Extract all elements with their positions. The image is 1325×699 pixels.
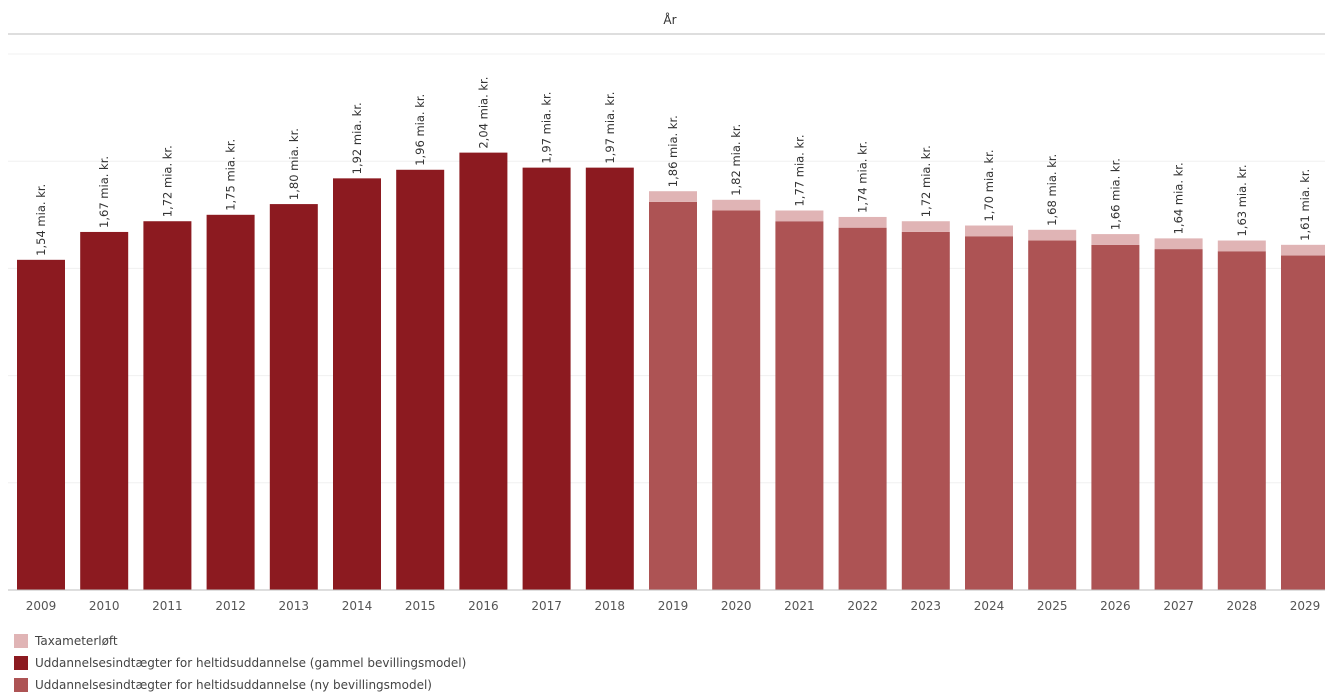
x-axis-ticks: 2009 2010 2011 2012 2013 2014 2015 2016 2017 2018… [26,599,1321,613]
x-tick-2022: 2022 [847,599,878,613]
x-tick-2012: 2012 [215,599,246,613]
data-label-2022: 1,74 mia. kr. [856,141,870,213]
data-label-2019: 1,86 mia. kr. [666,115,680,187]
legend-label: Taxameterløft [35,634,118,648]
legend-item-2: Uddannelsesindtægter for heltidsuddannel… [14,652,466,674]
bar-segment-2028-series-2 [1217,251,1266,591]
data-label-2009: 1,54 mia. kr. [34,184,48,256]
bar-segment-2011-series-1 [143,221,192,590]
x-tick-2015: 2015 [405,599,436,613]
data-label-2027: 1,64 mia. kr. [1172,162,1186,234]
data-label-2013: 1,80 mia. kr. [287,128,301,200]
bar-segment-2024-series-3 [965,225,1013,237]
bar-segment-2010-series-1 [80,231,129,590]
bar-segment-2029-series-2 [1281,255,1325,590]
x-tick-2016: 2016 [468,599,499,613]
bar-segment-2012-series-1 [206,214,255,591]
data-label-2018: 1,97 mia. kr. [603,92,617,164]
bar-segment-2014-series-1 [333,178,381,591]
bars [17,152,1325,591]
legend-label: Uddannelsesindtægter for heltidsuddannel… [35,678,432,692]
bar-segment-2022-series-3 [838,216,887,228]
legend: Taxameterløft Uddannelsesindtægter for he… [14,630,466,696]
data-label-2011: 1,72 mia. kr. [160,145,174,217]
data-label-2021: 1,77 mia. kr. [792,134,806,206]
data-label-2010: 1,67 mia. kr. [97,156,111,228]
legend-item-1: Taxameterløft [14,630,466,652]
bar-segment-2019-series-3 [649,191,697,202]
bar-chart: År 1,54 mia. kr. 1,67 mia. kr. 1,72 mia. k… [8,12,1325,613]
bar-segment-2020-series-2 [712,210,761,590]
data-label-2028: 1,63 mia. kr. [1235,165,1249,237]
x-tick-2019: 2019 [658,599,689,613]
x-tick-2009: 2009 [26,599,57,613]
x-tick-2013: 2013 [279,599,310,613]
x-tick-2023: 2023 [911,599,942,613]
legend-swatch [14,656,28,670]
bar-segment-2027-series-2 [1154,249,1203,590]
x-tick-2018: 2018 [595,599,626,613]
bar-segment-2024-series-2 [965,236,1013,591]
x-tick-2011: 2011 [152,599,183,613]
bar-segment-2027-series-3 [1154,238,1203,250]
bar-segment-2022-series-2 [838,227,887,590]
x-tick-2026: 2026 [1100,599,1131,613]
legend-label: Uddannelsesindtægter for heltidsuddannel… [35,656,467,670]
data-label-2012: 1,75 mia. kr. [224,139,238,211]
data-label-2016: 2,04 mia. kr. [476,77,490,149]
bar-segment-2025-series-2 [1028,240,1077,590]
x-tick-2024: 2024 [974,599,1005,613]
bar-segment-2015-series-1 [396,169,445,590]
data-label-2020: 1,82 mia. kr. [729,124,743,196]
x-tick-2020: 2020 [721,599,752,613]
data-label-2025: 1,68 mia. kr. [1045,154,1059,226]
bar-segment-2029-series-3 [1281,244,1325,256]
bar-segment-2020-series-3 [712,199,761,211]
bar-segment-2016-series-1 [459,152,508,590]
bar-segment-2025-series-3 [1028,229,1077,241]
bar-segment-2013-series-1 [269,204,318,590]
bar-segment-2021-series-2 [775,221,824,590]
bar-segment-2023-series-2 [901,231,950,590]
data-label-2014: 1,92 mia. kr. [350,102,364,174]
legend-swatch [14,634,28,648]
bar-segment-2009-series-1 [17,259,65,590]
bar-segment-2026-series-2 [1091,244,1140,591]
x-axis-title: År [663,12,676,27]
data-labels: 1,54 mia. kr. 1,67 mia. kr. 1,72 mia. kr. 1… [34,77,1312,256]
x-tick-2021: 2021 [784,599,815,613]
x-tick-2029: 2029 [1290,599,1321,613]
bar-segment-2019-series-2 [649,201,697,590]
data-label-2026: 1,66 mia. kr. [1108,158,1122,230]
x-tick-2017: 2017 [531,599,562,613]
data-label-2023: 1,72 mia. kr. [919,145,933,217]
bar-segment-2021-series-3 [775,210,824,222]
x-tick-2027: 2027 [1163,599,1194,613]
bar-segment-2023-series-3 [901,221,950,232]
bar-segment-2028-series-3 [1217,240,1266,252]
bar-segment-2017-series-1 [522,167,571,590]
data-label-2015: 1,96 mia. kr. [413,94,427,166]
bar-segment-2018-series-1 [585,167,634,590]
data-label-2029: 1,61 mia. kr. [1298,169,1312,241]
legend-swatch [14,678,28,692]
x-tick-2010: 2010 [89,599,120,613]
x-tick-2025: 2025 [1037,599,1068,613]
data-label-2024: 1,70 mia. kr. [982,150,996,222]
x-tick-2014: 2014 [342,599,373,613]
bar-segment-2026-series-3 [1091,234,1140,245]
data-label-2017: 1,97 mia. kr. [540,92,554,164]
legend-item-3: Uddannelsesindtægter for heltidsuddannel… [14,674,466,696]
x-tick-2028: 2028 [1227,599,1258,613]
